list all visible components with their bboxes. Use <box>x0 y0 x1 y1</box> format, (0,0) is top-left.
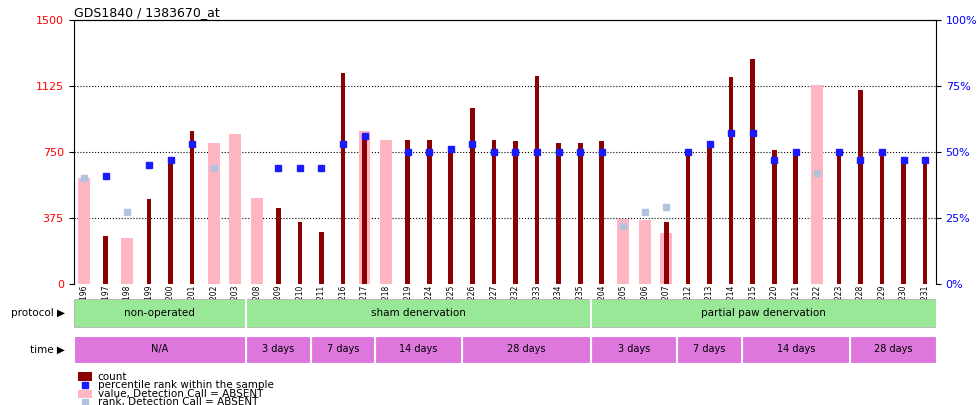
Bar <box>363 134 367 284</box>
Bar <box>708 143 711 284</box>
Text: 3 days: 3 days <box>263 344 294 354</box>
Bar <box>677 335 742 363</box>
Bar <box>858 90 862 284</box>
Bar <box>251 198 263 284</box>
Text: 3 days: 3 days <box>618 344 650 354</box>
Bar <box>449 150 453 284</box>
Bar <box>229 134 241 284</box>
Bar <box>664 222 668 284</box>
Bar <box>923 157 927 284</box>
Text: sham denervation: sham denervation <box>371 308 466 318</box>
Bar <box>902 157 906 284</box>
Bar <box>470 108 474 284</box>
Bar <box>276 208 280 284</box>
Bar <box>122 238 133 284</box>
Text: partial paw denervation: partial paw denervation <box>701 308 826 318</box>
Bar <box>600 141 604 284</box>
Bar <box>319 232 323 284</box>
Bar <box>850 335 936 363</box>
Bar <box>246 299 591 326</box>
Bar <box>880 150 884 284</box>
Text: N/A: N/A <box>151 344 169 354</box>
Bar <box>794 150 798 284</box>
Text: time ▶: time ▶ <box>30 344 65 354</box>
Bar <box>591 299 936 326</box>
Bar <box>514 141 517 284</box>
Bar <box>492 140 496 284</box>
Text: 7 days: 7 days <box>326 344 360 354</box>
Text: 28 days: 28 days <box>507 344 546 354</box>
Bar <box>311 335 375 363</box>
Bar <box>246 335 311 363</box>
Text: percentile rank within the sample: percentile rank within the sample <box>98 380 273 390</box>
Bar <box>74 335 246 363</box>
Text: GDS1840 / 1383670_at: GDS1840 / 1383670_at <box>74 6 220 19</box>
Bar <box>462 335 591 363</box>
Text: 7 days: 7 days <box>693 344 726 354</box>
Bar <box>742 335 850 363</box>
Bar <box>77 372 91 381</box>
Bar <box>359 131 370 284</box>
Bar <box>729 77 733 283</box>
Bar <box>74 299 246 326</box>
Text: protocol ▶: protocol ▶ <box>11 308 65 318</box>
Bar <box>77 390 91 399</box>
Bar <box>78 178 90 284</box>
Text: value, Detection Call = ABSENT: value, Detection Call = ABSENT <box>98 389 263 399</box>
Bar <box>811 85 823 284</box>
Bar <box>208 143 220 284</box>
Bar <box>169 161 172 284</box>
Text: rank, Detection Call = ABSENT: rank, Detection Call = ABSENT <box>98 397 258 405</box>
Text: non-operated: non-operated <box>124 308 195 318</box>
Bar <box>427 140 431 284</box>
Bar <box>147 199 151 284</box>
Bar <box>686 152 690 284</box>
Bar <box>298 222 302 284</box>
Bar <box>380 140 392 284</box>
Bar <box>661 232 672 284</box>
Text: count: count <box>98 371 127 382</box>
Bar <box>837 150 841 284</box>
Bar <box>578 143 582 284</box>
Bar <box>591 335 677 363</box>
Bar <box>406 140 410 284</box>
Bar <box>190 131 194 284</box>
Bar <box>375 335 462 363</box>
Bar <box>617 219 629 284</box>
Bar <box>557 143 561 284</box>
Bar <box>639 220 651 284</box>
Text: 14 days: 14 days <box>776 344 815 354</box>
Bar <box>341 73 345 284</box>
Bar <box>535 77 539 283</box>
Text: 28 days: 28 days <box>873 344 912 354</box>
Bar <box>751 59 755 284</box>
Text: 14 days: 14 days <box>399 344 438 354</box>
Bar <box>104 236 108 284</box>
Bar <box>772 150 776 284</box>
